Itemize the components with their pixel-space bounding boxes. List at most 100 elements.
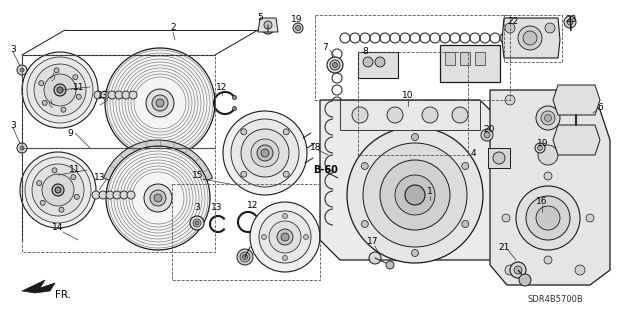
Text: 11: 11 — [69, 166, 81, 174]
Text: 9: 9 — [67, 129, 73, 137]
Circle shape — [92, 191, 100, 199]
Circle shape — [544, 172, 552, 180]
Circle shape — [361, 220, 368, 227]
Circle shape — [223, 111, 307, 195]
Circle shape — [241, 129, 289, 177]
Circle shape — [369, 252, 381, 264]
Circle shape — [330, 60, 340, 70]
Circle shape — [122, 91, 130, 99]
Circle shape — [22, 52, 98, 128]
Text: 6: 6 — [597, 103, 603, 113]
Text: 13: 13 — [97, 92, 109, 100]
Circle shape — [284, 171, 289, 177]
Text: 18: 18 — [310, 144, 322, 152]
Circle shape — [154, 194, 162, 202]
Circle shape — [42, 100, 47, 105]
Circle shape — [20, 68, 24, 72]
Text: 19: 19 — [291, 16, 303, 25]
Polygon shape — [488, 148, 510, 168]
Circle shape — [150, 190, 166, 206]
Circle shape — [115, 91, 123, 99]
Text: 15: 15 — [192, 170, 204, 180]
Circle shape — [514, 266, 522, 274]
Circle shape — [76, 94, 81, 99]
Circle shape — [526, 196, 570, 240]
Text: 12: 12 — [216, 83, 228, 92]
Circle shape — [516, 186, 580, 250]
Circle shape — [538, 145, 558, 165]
Circle shape — [505, 265, 515, 275]
Circle shape — [586, 214, 594, 222]
Text: 23: 23 — [565, 16, 577, 25]
Circle shape — [505, 95, 515, 105]
Circle shape — [519, 274, 531, 286]
Polygon shape — [22, 280, 55, 293]
Circle shape — [105, 48, 215, 158]
Text: 8: 8 — [362, 48, 368, 56]
Circle shape — [375, 57, 385, 67]
Circle shape — [363, 57, 373, 67]
Polygon shape — [258, 18, 278, 32]
Circle shape — [380, 160, 450, 230]
Text: 12: 12 — [247, 201, 259, 210]
Polygon shape — [502, 18, 560, 58]
Circle shape — [412, 249, 419, 256]
Circle shape — [257, 145, 273, 161]
Circle shape — [481, 129, 493, 141]
Circle shape — [25, 157, 91, 223]
Text: 3: 3 — [10, 46, 16, 55]
Circle shape — [536, 206, 560, 230]
Circle shape — [42, 174, 74, 206]
Circle shape — [193, 219, 201, 227]
Circle shape — [17, 143, 27, 153]
Circle shape — [461, 220, 468, 227]
Circle shape — [567, 19, 573, 25]
Circle shape — [269, 221, 301, 253]
Circle shape — [284, 129, 289, 135]
Circle shape — [94, 91, 102, 99]
Circle shape — [99, 191, 107, 199]
Circle shape — [395, 175, 435, 215]
Circle shape — [405, 185, 425, 205]
Circle shape — [144, 184, 172, 212]
Circle shape — [120, 191, 128, 199]
Polygon shape — [320, 100, 500, 260]
Circle shape — [262, 234, 266, 240]
Circle shape — [101, 91, 109, 99]
Text: 14: 14 — [52, 224, 64, 233]
Polygon shape — [104, 140, 212, 180]
Circle shape — [493, 152, 505, 164]
Circle shape — [575, 95, 585, 105]
Circle shape — [106, 146, 210, 250]
Circle shape — [545, 115, 552, 122]
Circle shape — [20, 152, 96, 228]
Circle shape — [240, 252, 250, 262]
Circle shape — [146, 89, 174, 117]
Circle shape — [55, 187, 61, 193]
Circle shape — [250, 202, 320, 272]
Circle shape — [52, 168, 57, 173]
Circle shape — [281, 233, 289, 241]
Text: 3: 3 — [10, 122, 16, 130]
Circle shape — [282, 213, 287, 219]
Circle shape — [251, 139, 279, 167]
Circle shape — [127, 191, 135, 199]
Circle shape — [237, 249, 253, 265]
Circle shape — [327, 57, 343, 73]
Circle shape — [40, 200, 45, 205]
Text: 20: 20 — [483, 125, 495, 135]
Circle shape — [195, 221, 199, 225]
Circle shape — [352, 107, 368, 123]
Circle shape — [264, 21, 272, 29]
Circle shape — [71, 174, 76, 180]
Circle shape — [20, 146, 24, 150]
Circle shape — [241, 129, 247, 135]
Text: 21: 21 — [499, 242, 509, 251]
Polygon shape — [440, 45, 500, 82]
Circle shape — [387, 107, 403, 123]
Circle shape — [113, 191, 121, 199]
Text: 19: 19 — [537, 138, 548, 147]
Circle shape — [156, 99, 164, 107]
Circle shape — [461, 162, 468, 169]
Text: 11: 11 — [73, 83, 84, 92]
